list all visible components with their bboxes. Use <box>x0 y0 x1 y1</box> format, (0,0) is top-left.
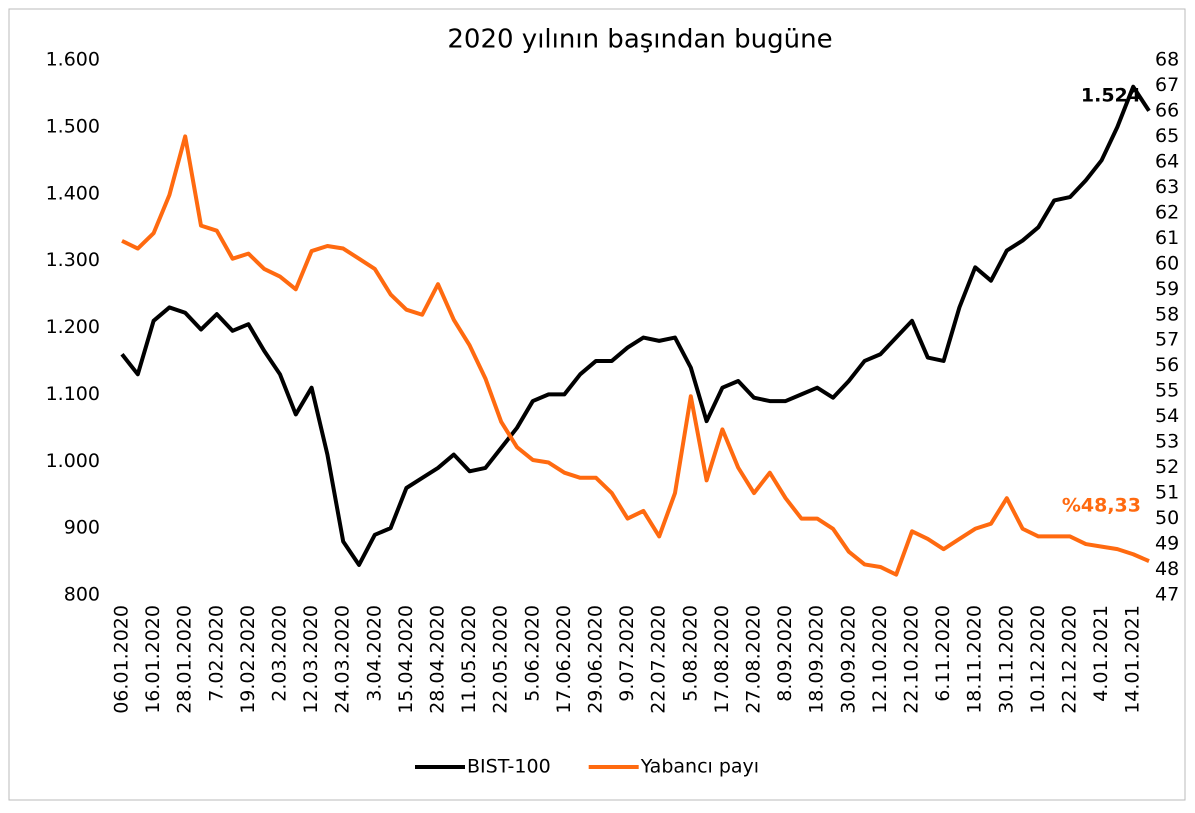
y2-tick-label: 68 <box>1155 49 1179 71</box>
x-tick-label: 17.06.2020 <box>553 605 575 714</box>
x-tick-label: 5.06.2020 <box>521 605 543 702</box>
y-tick-label: 1.200 <box>46 316 100 338</box>
y-tick-label: 1.100 <box>46 383 100 405</box>
x-tick-label: 27.08.2020 <box>743 605 765 714</box>
y2-tick-label: 62 <box>1155 201 1179 223</box>
y2-tick-label: 50 <box>1155 507 1179 529</box>
x-tick-label: 8.09.2020 <box>774 605 796 702</box>
x-tick-label: 28.04.2020 <box>427 605 449 714</box>
y2-tick-label: 57 <box>1155 329 1179 351</box>
y2-tick-label: 64 <box>1155 150 1179 172</box>
y2-tick-label: 67 <box>1155 74 1179 96</box>
x-tick-label: 6.11.2020 <box>932 605 954 702</box>
x-tick-label: 12.10.2020 <box>869 605 891 714</box>
x-tick-label: 7.02.2020 <box>205 605 227 702</box>
y2-tick-label: 59 <box>1155 278 1179 300</box>
x-tick-label: 15.04.2020 <box>395 605 417 714</box>
y2-tick-label: 52 <box>1155 456 1179 478</box>
y2-tick-label: 51 <box>1155 482 1179 504</box>
chart-title: 2020 yılının başından bugüne <box>447 25 832 55</box>
data-label: %48,33 <box>1062 495 1141 517</box>
x-tick-label: 5.08.2020 <box>679 605 701 702</box>
y-tick-label: 800 <box>64 584 100 606</box>
y-tick-label: 1.000 <box>46 450 100 472</box>
y2-tick-label: 55 <box>1155 380 1179 402</box>
x-tick-label: 30.09.2020 <box>837 605 859 714</box>
y2-tick-label: 60 <box>1155 252 1179 274</box>
x-tick-label: 22.07.2020 <box>648 605 670 714</box>
y2-tick-label: 47 <box>1155 584 1179 606</box>
x-tick-label: 4.01.2021 <box>1090 605 1112 702</box>
x-tick-label: 22.05.2020 <box>490 605 512 714</box>
x-tick-label: 3.04.2020 <box>363 605 385 702</box>
chart-frame <box>8 8 1186 801</box>
x-tick-label: 24.03.2020 <box>332 605 354 714</box>
y2-tick-label: 63 <box>1155 176 1179 198</box>
y2-tick-label: 49 <box>1155 533 1179 555</box>
x-tick-label: 22.10.2020 <box>901 605 923 714</box>
x-tick-label: 29.06.2020 <box>585 605 607 714</box>
y2-tick-label: 54 <box>1155 405 1179 427</box>
x-tick-label: 14.01.2021 <box>1122 605 1144 714</box>
x-tick-label: 18.11.2020 <box>964 605 986 714</box>
y2-tick-label: 61 <box>1155 227 1179 249</box>
x-tick-label: 28.01.2020 <box>174 605 196 714</box>
x-tick-label: 12.03.2020 <box>300 605 322 714</box>
y2-tick-label: 65 <box>1155 125 1179 147</box>
x-tick-label: 19.02.2020 <box>237 605 259 714</box>
x-tick-label: 16.01.2020 <box>142 605 164 714</box>
y-tick-label: 1.500 <box>46 115 100 137</box>
y-tick-label: 900 <box>64 517 100 539</box>
x-tick-label: 22.12.2020 <box>1059 605 1081 714</box>
x-tick-label: 18.09.2020 <box>806 605 828 714</box>
legend-label: BIST-100 <box>467 756 551 778</box>
x-tick-label: 06.01.2020 <box>111 605 133 714</box>
x-tick-label: 11.05.2020 <box>458 605 480 714</box>
series-line <box>120 84 1151 567</box>
x-tick-label: 30.11.2020 <box>995 605 1017 714</box>
series-line <box>121 134 1150 577</box>
y-tick-label: 1.600 <box>46 49 100 71</box>
y-tick-label: 1.400 <box>46 182 100 204</box>
y2-tick-label: 48 <box>1155 558 1179 580</box>
x-tick-label: 2.03.2020 <box>269 605 291 702</box>
x-tick-label: 10.12.2020 <box>1027 605 1049 714</box>
y2-tick-label: 53 <box>1155 431 1179 453</box>
legend-label: Yabancı payı <box>640 756 759 778</box>
x-tick-label: 9.07.2020 <box>616 605 638 702</box>
y-tick-label: 1.300 <box>46 249 100 271</box>
data-label: 1.524 <box>1081 84 1141 106</box>
x-tick-label: 17.08.2020 <box>711 605 733 714</box>
y2-tick-label: 56 <box>1155 354 1179 376</box>
y2-tick-label: 58 <box>1155 303 1179 325</box>
y2-tick-label: 66 <box>1155 99 1179 121</box>
